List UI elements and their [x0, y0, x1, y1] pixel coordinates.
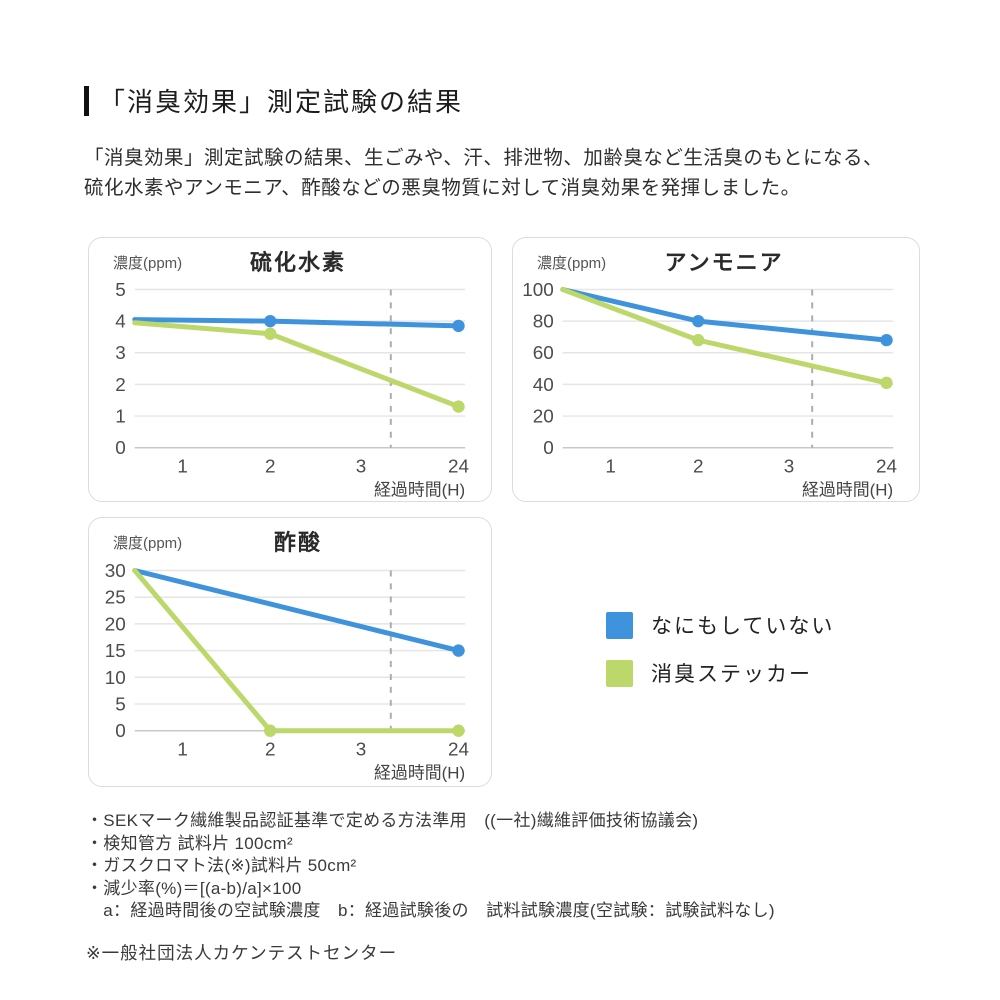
svg-text:0: 0 [115, 438, 126, 459]
legend-label-deodorant-sticker: 消臭ステッカー [651, 663, 812, 686]
chart-card-hydrogen-sulfide: 濃度(ppm) 硫化水素 5 4 3 2 1 0 1 2 3 24 経過時間(H) [88, 237, 492, 502]
legend-label-untreated: なにもしていない [651, 615, 835, 638]
svg-text:0: 0 [543, 438, 554, 459]
svg-text:24: 24 [876, 457, 897, 478]
svg-text:2: 2 [115, 375, 126, 396]
svg-text:40: 40 [533, 375, 554, 396]
svg-text:25: 25 [105, 588, 126, 609]
svg-text:30: 30 [105, 561, 126, 582]
footnote-line: ・SEKマーク繊維製品認証基準で定める方法準用 ((一社)繊維評価技術協議会) [86, 811, 699, 830]
section-heading: 「消臭効果」測定試験の結果 [84, 82, 463, 119]
svg-text:20: 20 [105, 614, 126, 635]
chart-card-ammonia: 濃度(ppm) アンモニア 100 80 60 40 20 0 1 2 3 24 経過時間(H) [512, 237, 920, 502]
heading-accent-bar [84, 85, 89, 116]
svg-text:100: 100 [522, 280, 554, 301]
svg-text:80: 80 [533, 312, 554, 333]
svg-text:1: 1 [177, 457, 188, 478]
chart-header: 濃度(ppm) アンモニア [513, 238, 919, 276]
svg-text:3: 3 [356, 457, 367, 478]
svg-text:24: 24 [448, 740, 469, 761]
svg-text:経過時間(H): 経過時間(H) [802, 480, 893, 499]
svg-text:2: 2 [693, 457, 704, 478]
svg-text:10: 10 [105, 668, 126, 689]
svg-text:4: 4 [115, 312, 126, 333]
svg-text:5: 5 [115, 280, 126, 301]
footnote-line: ・検知管方 試料片 100cm² [86, 833, 293, 853]
svg-text:3: 3 [115, 343, 126, 364]
svg-text:60: 60 [533, 343, 554, 364]
chart-card-acetic-acid: 濃度(ppm) 酢酸 30 25 20 15 10 5 0 1 2 3 24 経過時間(H) [88, 517, 492, 787]
footnote-line: ・減少率(%)＝[(a-b)/a]×100 [86, 878, 302, 898]
legend-item-untreated: なにもしていない [606, 610, 834, 640]
svg-text:2: 2 [265, 457, 276, 478]
chart-title-acetic-acid: 酢酸 [274, 530, 323, 555]
legend-swatch-green [606, 659, 633, 687]
svg-text:0: 0 [115, 721, 126, 742]
chart-header: 濃度(ppm) 硫化水素 [89, 238, 491, 276]
svg-text:5: 5 [115, 694, 126, 715]
intro-text: 「消臭効果」測定試験の結果、生ごみや、汗、排泄物、加齢臭など生活臭のもとになる、… [84, 147, 884, 200]
svg-text:1: 1 [177, 740, 188, 761]
svg-text:24: 24 [448, 457, 469, 478]
agency-note: ※一般社団法人カケンテストセンター [86, 943, 398, 963]
svg-text:1: 1 [115, 407, 126, 428]
svg-text:3: 3 [784, 457, 795, 478]
page-title: 「消臭効果」測定試験の結果 [99, 87, 464, 117]
svg-text:1: 1 [605, 457, 616, 478]
legend-item-deodorant-sticker: 消臭ステッカー [606, 658, 834, 688]
legend-swatch-blue [606, 611, 633, 639]
y-axis-unit-label: 濃度(ppm) [113, 535, 183, 552]
svg-text:15: 15 [105, 641, 126, 662]
footnotes: ・SEKマーク繊維製品認証基準で定める方法準用 ((一社)繊維評価技術協議会) … [86, 810, 966, 923]
chart-legend: なにもしていない 消臭ステッカー [606, 610, 834, 706]
line-chart-acetic-acid: 30 25 20 15 10 5 0 1 2 3 24 経過時間(H) [105, 561, 469, 782]
svg-text:経過時間(H): 経過時間(H) [374, 763, 465, 782]
chart-title-ammonia: アンモニア [664, 250, 784, 275]
footnote-line: a：経過時間後の空試験濃度 b：経過試験後の 試料試験濃度(空試験：試験試料なし… [86, 901, 775, 920]
chart-header: 濃度(ppm) 酢酸 [89, 518, 491, 556]
line-chart-ammonia: 100 80 60 40 20 0 1 2 3 24 経過時間(H) [522, 280, 897, 500]
svg-text:20: 20 [533, 407, 554, 428]
line-chart-hydrogen-sulfide: 5 4 3 2 1 0 1 2 3 24 経過時間(H) [115, 280, 469, 500]
svg-text:3: 3 [356, 740, 367, 761]
svg-text:経過時間(H): 経過時間(H) [374, 480, 465, 499]
y-axis-unit-label: 濃度(ppm) [113, 255, 183, 272]
chart-title-hydrogen-sulfide: 硫化水素 [250, 250, 347, 275]
svg-text:2: 2 [265, 740, 276, 761]
footnote-line: ・ガスクロマト法(※)試料片 50cm² [86, 856, 357, 875]
y-axis-unit-label: 濃度(ppm) [537, 255, 607, 272]
